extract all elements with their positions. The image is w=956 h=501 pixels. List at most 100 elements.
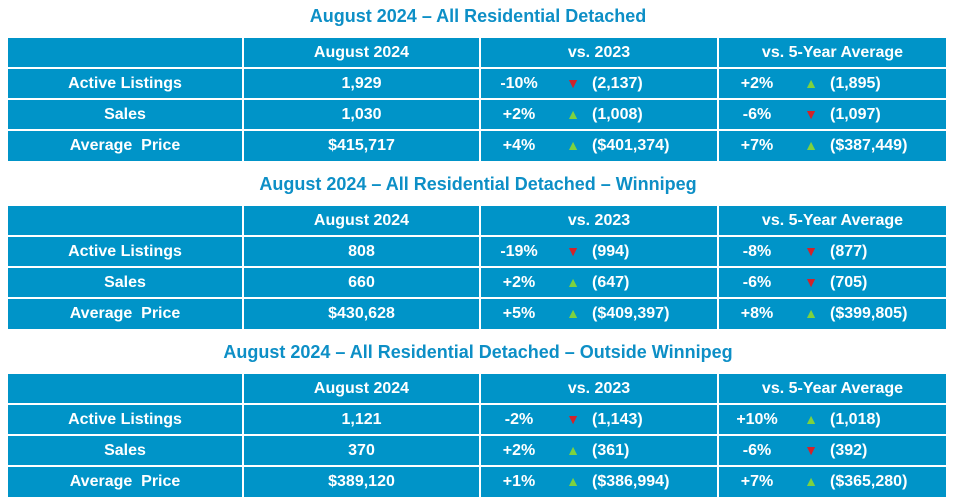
vs-5yr-average-cell: -6% ▼ (392) xyxy=(717,434,946,467)
table-row: Active Listings 808 -19% ▼ (994) -8% ▼ (877) xyxy=(8,235,946,268)
header-vs-prior-year: vs. 2023 xyxy=(479,36,719,69)
vs-prior-year-cell: +4% ▲ ($401,374) xyxy=(479,129,719,161)
percent-change: +2% xyxy=(502,106,536,123)
row-label: Sales xyxy=(8,98,244,131)
current-value: $389,120 xyxy=(242,465,481,497)
percent-change: -6% xyxy=(742,442,772,459)
vs-prior-year-cell: +2% ▲ (1,008) xyxy=(479,98,719,131)
comparison-value: (2,137) xyxy=(592,75,643,92)
header-vs-5yr-average: vs. 5-Year Average xyxy=(717,372,946,405)
vs-prior-year-cell: +2% ▲ (361) xyxy=(479,434,719,467)
header-vs-prior-year: vs. 2023 xyxy=(479,372,719,405)
percent-change: -10% xyxy=(500,75,538,92)
percent-change: -6% xyxy=(742,106,772,123)
up-arrow-icon: ▲ xyxy=(566,137,580,153)
percent-change: +1% xyxy=(502,473,536,490)
current-value: 808 xyxy=(242,235,481,268)
current-value: $430,628 xyxy=(242,297,481,329)
table-title: August 2024 – All Residential Detached –… xyxy=(259,174,697,194)
percent-change: -19% xyxy=(500,243,538,260)
down-arrow-icon: ▼ xyxy=(566,411,580,427)
percent-change: +2% xyxy=(502,274,536,291)
vs-prior-year-cell: +2% ▲ (647) xyxy=(479,266,719,299)
vs-5yr-average-cell: -6% ▼ (1,097) xyxy=(717,98,946,131)
down-arrow-icon: ▼ xyxy=(566,243,580,259)
row-label: Sales xyxy=(8,434,244,467)
comparison-value: (1,097) xyxy=(830,106,881,123)
header-current-month: August 2024 xyxy=(242,36,481,69)
percent-change: +8% xyxy=(740,305,774,322)
table-row: Active Listings 1,121 -2% ▼ (1,143) +10% ▲ (1,0… xyxy=(8,403,946,436)
percent-change: +7% xyxy=(740,137,774,154)
up-arrow-icon: ▲ xyxy=(804,75,818,91)
current-value: $415,717 xyxy=(242,129,481,161)
row-label: Active Listings xyxy=(8,403,244,436)
table-row: Sales 1,030 +2% ▲ (1,008) -6% ▼ (1,097) xyxy=(8,98,946,131)
comparison-value: (1,895) xyxy=(830,75,881,92)
header-vs-5yr-average: vs. 5-Year Average xyxy=(717,204,946,237)
up-arrow-icon: ▲ xyxy=(804,473,818,489)
vs-prior-year-cell: +5% ▲ ($409,397) xyxy=(479,297,719,329)
table-row: Average Price $389,120 +1% ▲ ($386,994) +7% ▲ (… xyxy=(8,465,946,497)
up-arrow-icon: ▲ xyxy=(804,305,818,321)
comparison-value: (877) xyxy=(830,243,868,260)
stats-table: August 2024 vs. 2023 vs. 5-Year Average Act… xyxy=(8,36,946,161)
comparison-value: ($387,449) xyxy=(830,137,908,154)
comparison-value: ($386,994) xyxy=(592,473,670,490)
down-arrow-icon: ▼ xyxy=(804,106,818,122)
header-blank xyxy=(8,204,244,237)
up-arrow-icon: ▲ xyxy=(566,305,580,321)
up-arrow-icon: ▲ xyxy=(566,442,580,458)
comparison-value: (1,018) xyxy=(830,411,881,428)
vs-prior-year-cell: -10% ▼ (2,137) xyxy=(479,67,719,100)
down-arrow-icon: ▼ xyxy=(804,274,818,290)
down-arrow-icon: ▼ xyxy=(804,243,818,259)
percent-change: -2% xyxy=(504,411,534,428)
percent-change: -8% xyxy=(742,243,772,260)
up-arrow-icon: ▲ xyxy=(804,137,818,153)
row-label: Active Listings xyxy=(8,67,244,100)
comparison-value: ($401,374) xyxy=(592,137,670,154)
current-value: 370 xyxy=(242,434,481,467)
comparison-value: (647) xyxy=(592,274,630,291)
percent-change: -6% xyxy=(742,274,772,291)
percent-change: +4% xyxy=(502,137,536,154)
vs-prior-year-cell: +1% ▲ ($386,994) xyxy=(479,465,719,497)
percent-change: +2% xyxy=(502,442,536,459)
current-value: 1,030 xyxy=(242,98,481,131)
row-label: Average Price xyxy=(8,465,244,497)
vs-5yr-average-cell: +8% ▲ ($399,805) xyxy=(717,297,946,329)
vs-5yr-average-cell: +2% ▲ (1,895) xyxy=(717,67,946,100)
table-row: Average Price $430,628 +5% ▲ ($409,397) +8% ▲ (… xyxy=(8,297,946,329)
current-value: 660 xyxy=(242,266,481,299)
header-blank xyxy=(8,372,244,405)
comparison-value: (994) xyxy=(592,243,630,260)
current-value: 1,929 xyxy=(242,67,481,100)
up-arrow-icon: ▲ xyxy=(566,106,580,122)
header-row: August 2024 vs. 2023 vs. 5-Year Average xyxy=(8,372,946,405)
header-row: August 2024 vs. 2023 vs. 5-Year Average xyxy=(8,204,946,237)
stats-table: August 2024 vs. 2023 vs. 5-Year Average Act… xyxy=(8,372,946,497)
vs-5yr-average-cell: +10% ▲ (1,018) xyxy=(717,403,946,436)
vs-5yr-average-cell: -8% ▼ (877) xyxy=(717,235,946,268)
table-title: August 2024 – All Residential Detached –… xyxy=(223,342,733,362)
table-row: Sales 660 +2% ▲ (647) -6% ▼ (705) xyxy=(8,266,946,299)
table-title: August 2024 – All Residential Detached xyxy=(309,6,647,26)
header-current-month: August 2024 xyxy=(242,204,481,237)
row-label: Active Listings xyxy=(8,235,244,268)
comparison-value: ($409,397) xyxy=(592,305,670,322)
percent-change: +7% xyxy=(740,473,774,490)
header-row: August 2024 vs. 2023 vs. 5-Year Average xyxy=(8,36,946,69)
comparison-value: (1,143) xyxy=(592,411,643,428)
percent-change: +5% xyxy=(502,305,536,322)
header-vs-5yr-average: vs. 5-Year Average xyxy=(717,36,946,69)
comparison-value: (361) xyxy=(592,442,630,459)
stats-table: August 2024 vs. 2023 vs. 5-Year Average Act… xyxy=(8,204,946,329)
comparison-value: ($399,805) xyxy=(830,305,908,322)
row-label: Average Price xyxy=(8,297,244,329)
vs-5yr-average-cell: +7% ▲ ($365,280) xyxy=(717,465,946,497)
header-current-month: August 2024 xyxy=(242,372,481,405)
comparison-value: (1,008) xyxy=(592,106,643,123)
table-row: Sales 370 +2% ▲ (361) -6% ▼ (392) xyxy=(8,434,946,467)
percent-change: +10% xyxy=(736,411,778,428)
